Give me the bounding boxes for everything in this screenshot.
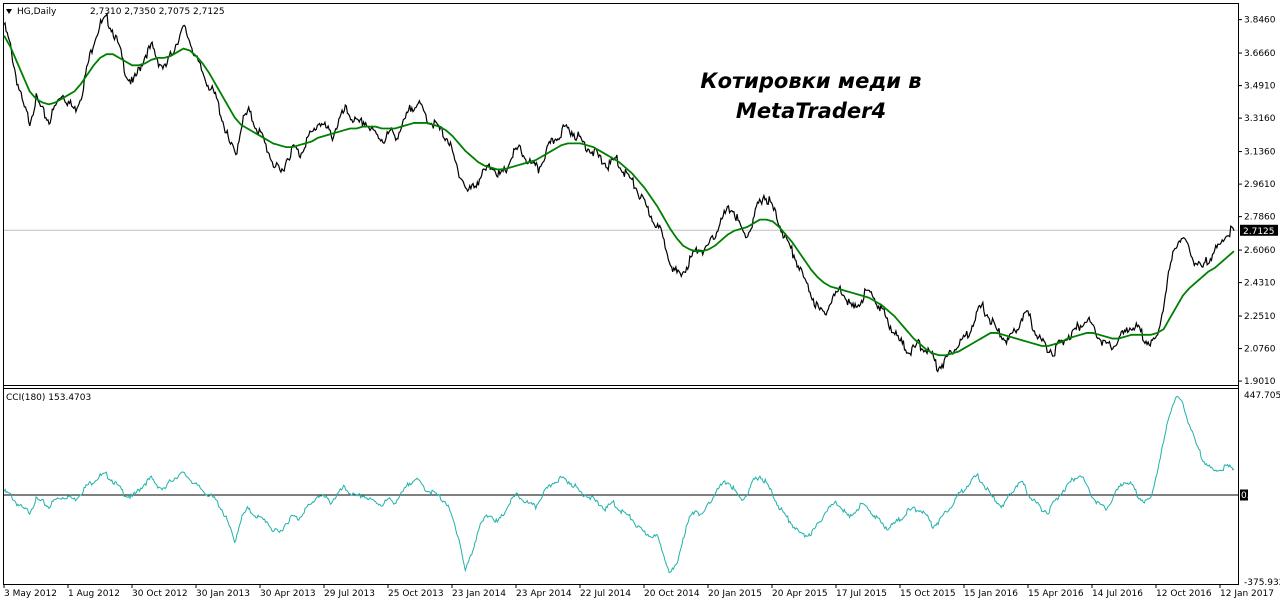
annotation-line-1: Котировки меди в bbox=[700, 69, 921, 93]
price-tick-label: 1.9010 bbox=[1244, 377, 1276, 387]
time-tick-label: 20 Apr 2015 bbox=[772, 589, 828, 599]
price-series-line bbox=[3, 11, 1235, 373]
time-tick-label: 12 Jan 2017 bbox=[1220, 589, 1274, 599]
collapse-triangle-icon[interactable] bbox=[6, 9, 12, 14]
time-tick-label: 15 Jan 2016 bbox=[964, 589, 1018, 599]
cci-panel: 447.705 0.00 -375.932 CCI(180) 153.4703 bbox=[3, 391, 1280, 588]
price-tick-label: 2.0760 bbox=[1244, 345, 1276, 355]
cci-zero-marker bbox=[1240, 489, 1248, 501]
time-axis: 3 May 2012 1 Aug 2012 30 Oct 2012 30 Jan 20… bbox=[3, 584, 1274, 599]
time-tick-label: 20 Jan 2015 bbox=[708, 589, 762, 599]
time-tick-label: 22 Jul 2014 bbox=[580, 589, 631, 599]
time-tick-label: 1 Aug 2012 bbox=[68, 589, 120, 599]
cci-label: CCI(180) 153.4703 bbox=[6, 393, 91, 403]
time-tick-label: 23 Apr 2014 bbox=[516, 589, 572, 599]
time-tick-label: 15 Oct 2015 bbox=[900, 589, 956, 599]
price-tick-label: 2.9610 bbox=[1244, 180, 1276, 190]
time-tick-label: 17 Jul 2015 bbox=[836, 589, 887, 599]
cci-tick-label: 0.00 bbox=[1241, 491, 1261, 501]
cci-axis: 447.705 0.00 -375.932 bbox=[1240, 391, 1280, 588]
price-axis: 3.8460 3.6660 3.4910 3.3160 3.1360 2.9610 2.78… bbox=[1238, 16, 1276, 387]
price-tick-label: 3.6660 bbox=[1244, 49, 1276, 59]
time-tick-label: 30 Oct 2012 bbox=[132, 589, 188, 599]
price-panel: 3.8460 3.6660 3.4910 3.3160 3.1360 2.9610 2.78… bbox=[3, 7, 1278, 387]
ohlc-label: 2,7310 2,7350 2,7075 2,7125 bbox=[90, 7, 225, 17]
time-tick-label: 14 Jul 2016 bbox=[1092, 589, 1143, 599]
price-tick-label: 2.2510 bbox=[1244, 312, 1276, 322]
header-label: HG,Daily 2,7310 2,7350 2,7075 2,7125 bbox=[6, 7, 225, 17]
current-price-label: 2.7125 bbox=[1243, 227, 1275, 237]
current-price-box bbox=[1240, 224, 1278, 236]
cci-tick-label: -375.932 bbox=[1244, 578, 1280, 588]
time-tick-label: 30 Jan 2013 bbox=[196, 589, 250, 599]
current-price-marker: 2.7125 bbox=[1240, 224, 1278, 237]
moving-average-line bbox=[3, 35, 1235, 357]
price-tick-label: 3.3160 bbox=[1244, 114, 1276, 124]
cci-series-line bbox=[3, 396, 1235, 574]
price-tick-label: 3.1360 bbox=[1244, 148, 1276, 158]
time-tick-label: 12 Oct 2016 bbox=[1156, 589, 1212, 599]
annotation-line-2: MetaTrader4 bbox=[736, 99, 886, 123]
cci-tick-label: 447.705 bbox=[1244, 391, 1280, 401]
time-tick-label: 25 Oct 2013 bbox=[388, 589, 444, 599]
time-tick-label: 20 Oct 2014 bbox=[644, 589, 700, 599]
time-tick-label: 15 Apr 2016 bbox=[1028, 589, 1084, 599]
time-tick-label: 29 Jul 2013 bbox=[324, 589, 375, 599]
price-tick-label: 3.8460 bbox=[1244, 16, 1276, 26]
time-tick-label: 23 Jan 2014 bbox=[452, 589, 506, 599]
price-tick-label: 2.7860 bbox=[1244, 213, 1276, 223]
price-tick-label: 3.4910 bbox=[1244, 82, 1276, 92]
symbol-label: HG,Daily bbox=[17, 7, 57, 17]
price-tick-label: 2.4310 bbox=[1244, 279, 1276, 289]
time-tick-label: 30 Apr 2013 bbox=[260, 589, 316, 599]
price-tick-label: 2.6060 bbox=[1244, 246, 1276, 256]
chart-frame bbox=[3, 3, 1239, 585]
time-tick-label: 3 May 2012 bbox=[4, 589, 57, 599]
